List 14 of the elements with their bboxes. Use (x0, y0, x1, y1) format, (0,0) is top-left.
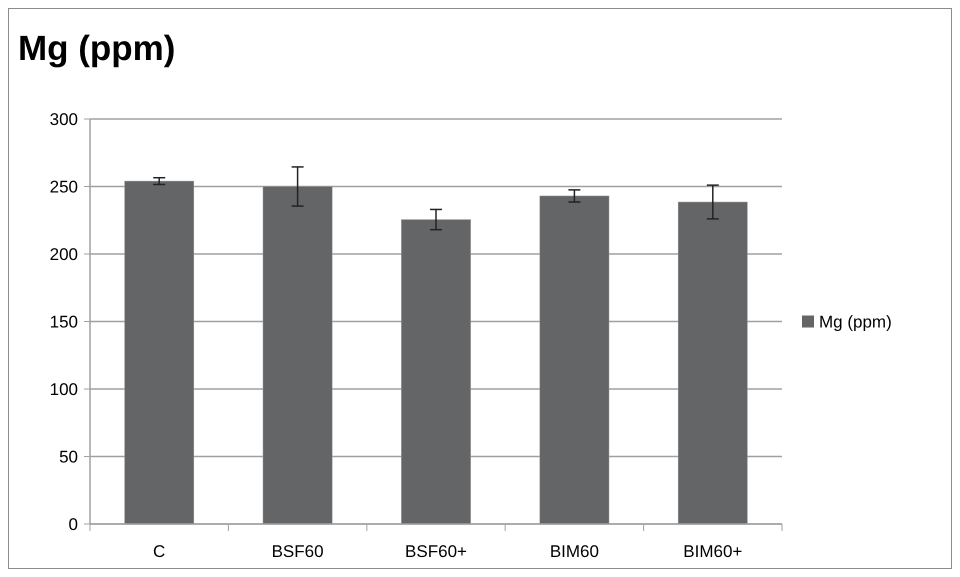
y-tick-label: 0 (68, 514, 78, 534)
x-tick-label: BIM60+ (683, 542, 742, 561)
x-tick-label: C (153, 542, 166, 561)
chart-title: Mg (ppm) (18, 29, 176, 68)
x-tick-label: BSF60+ (405, 542, 468, 561)
y-tick-label: 50 (59, 447, 78, 466)
legend-label: Mg (ppm) (819, 312, 892, 332)
y-tick-label: 300 (50, 110, 78, 129)
x-tick-label: BSF60 (272, 542, 324, 561)
x-tick-label: BIM60 (550, 542, 599, 561)
y-tick-label: 250 (50, 177, 78, 196)
y-tick-label: 150 (50, 312, 78, 332)
y-tick-label: 200 (50, 244, 78, 264)
y-tick-label: 100 (50, 380, 78, 399)
